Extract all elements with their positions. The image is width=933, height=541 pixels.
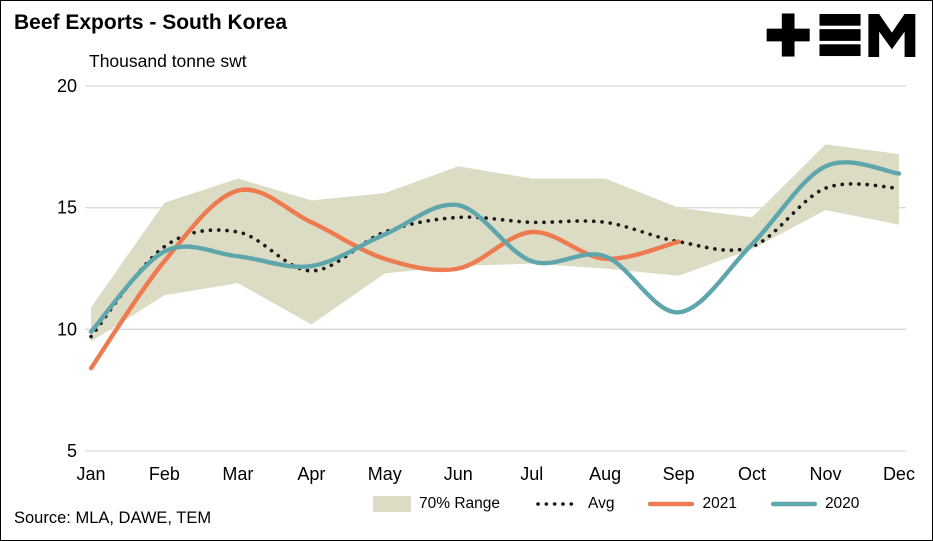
chart-title: Beef Exports - South Korea bbox=[14, 11, 288, 34]
svg-text:Sep: Sep bbox=[663, 464, 695, 484]
legend-label-range: 70% Range bbox=[419, 495, 501, 512]
tem-logo-plus bbox=[766, 13, 810, 57]
legend-item-avg: Avg bbox=[534, 495, 614, 513]
series-2020-swatch bbox=[770, 501, 817, 507]
svg-text:Dec: Dec bbox=[883, 464, 915, 484]
svg-text:Jun: Jun bbox=[444, 464, 473, 484]
band-swatch bbox=[373, 496, 411, 512]
svg-text:Oct: Oct bbox=[738, 464, 766, 484]
legend-label-avg: Avg bbox=[588, 495, 615, 512]
legend-item-range: 70% Range bbox=[373, 495, 500, 513]
tem-logo-bars bbox=[819, 13, 861, 57]
source-note: Source: MLA, DAWE, TEM bbox=[14, 509, 212, 527]
svg-text:May: May bbox=[368, 464, 402, 484]
svg-text:Aug: Aug bbox=[589, 464, 621, 484]
legend-item-2021: 2021 bbox=[648, 495, 737, 513]
avg-swatch bbox=[536, 502, 578, 506]
series-2021-swatch bbox=[648, 501, 695, 507]
svg-text:20: 20 bbox=[57, 76, 77, 96]
svg-text:Jul: Jul bbox=[520, 464, 543, 484]
tem-logo-m bbox=[868, 13, 916, 58]
tem-logo-icon bbox=[766, 13, 916, 58]
axis-unit-label: Thousand tonne swt bbox=[89, 51, 247, 71]
svg-text:Mar: Mar bbox=[222, 464, 253, 484]
svg-text:10: 10 bbox=[57, 319, 77, 339]
svg-text:15: 15 bbox=[57, 198, 77, 218]
svg-text:Apr: Apr bbox=[297, 464, 325, 484]
chart-legend: 70% Range Avg 2021 2020 bbox=[373, 495, 859, 513]
svg-text:Jan: Jan bbox=[76, 464, 105, 484]
svg-text:Feb: Feb bbox=[149, 464, 180, 484]
legend-label-2020: 2020 bbox=[824, 495, 860, 512]
legend-label-2021: 2021 bbox=[702, 495, 737, 512]
svg-text:Nov: Nov bbox=[809, 464, 841, 484]
svg-text:5: 5 bbox=[67, 441, 77, 461]
legend-item-2020: 2020 bbox=[770, 495, 860, 513]
